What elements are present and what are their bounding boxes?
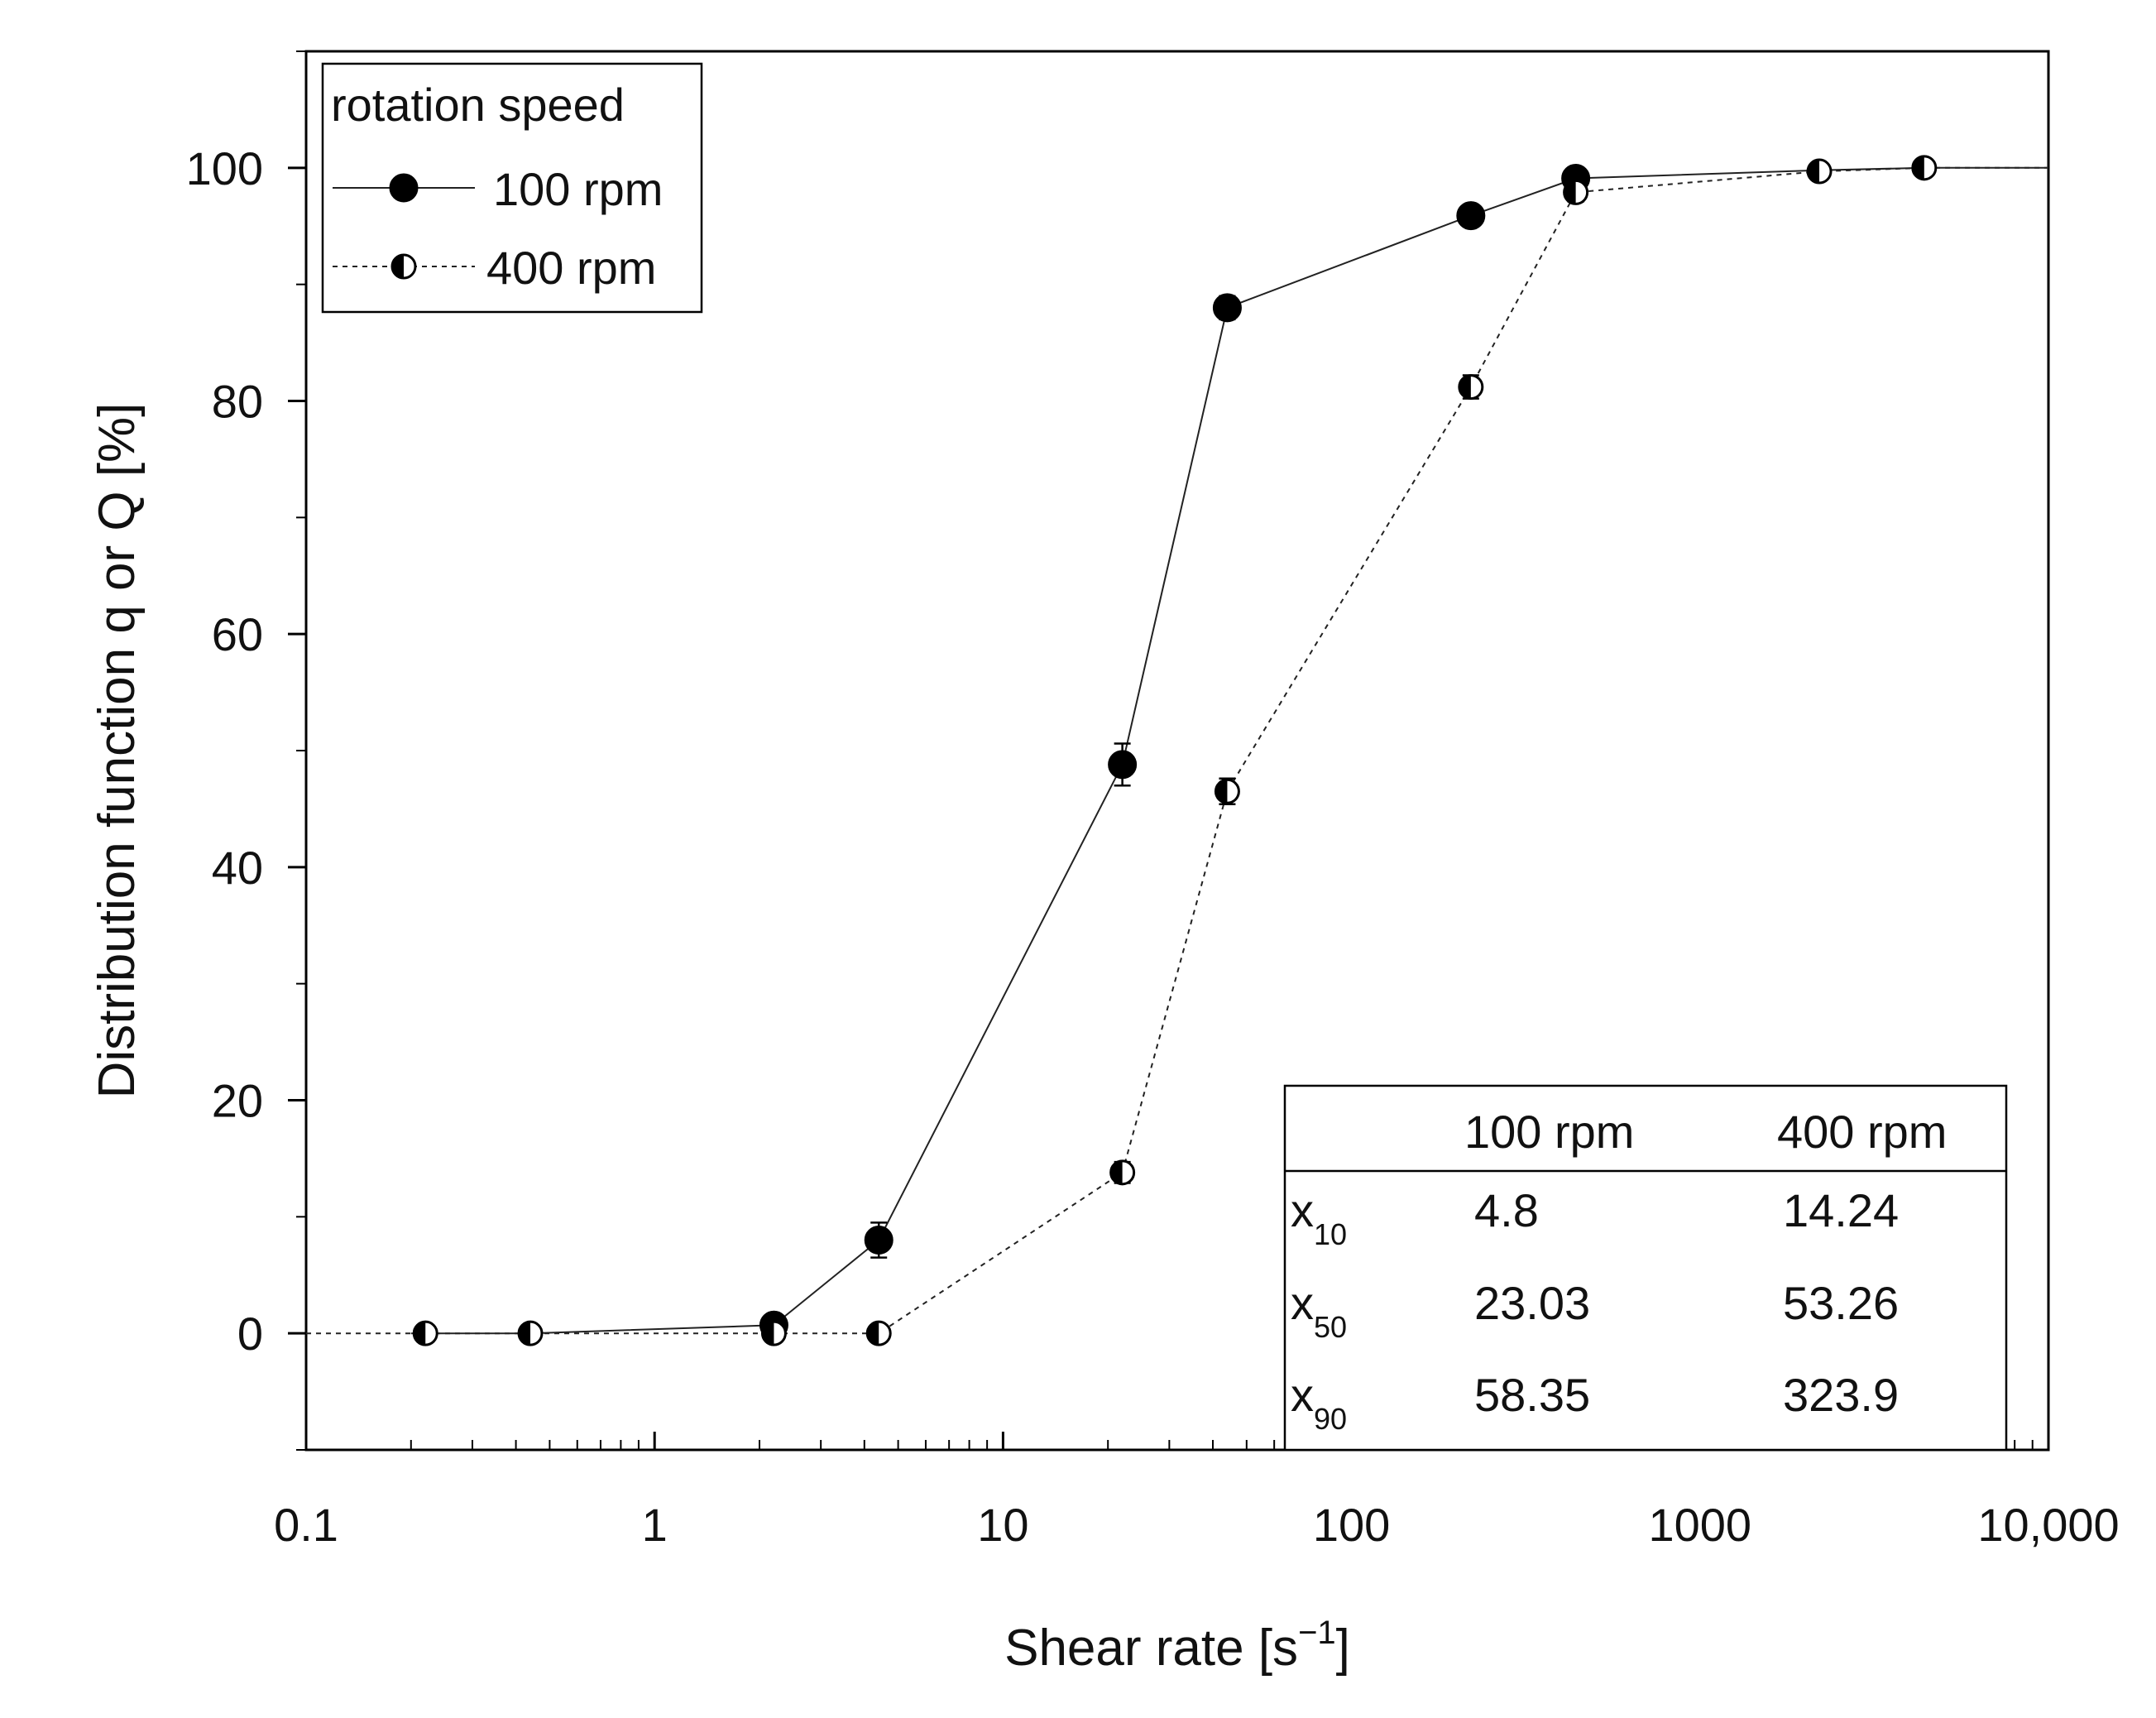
table-cell-x50-400rpm: 53.26 [1783, 1277, 1899, 1329]
legend: rotation speed 100 rpm 400 rpm [321, 62, 703, 314]
point-half-fill [414, 1322, 426, 1346]
stats-table: 100 rpm 400 rpm x10 4.8 14.24 x50 23.03 … [1283, 1084, 2008, 1452]
table-cell-x10-400rpm: 14.24 [1783, 1184, 1899, 1236]
x-axis-title-text: Shear rate [s [1004, 1620, 1298, 1677]
point-400rpm [517, 1320, 544, 1346]
x-tick-label: 10,000 [1977, 1499, 2119, 1551]
table-cell-x10-100rpm: 4.8 [1474, 1184, 1539, 1236]
stats-table-box [1283, 1084, 2008, 1452]
x-tick-labels: 0.1 1 10 100 1000 10,000 [274, 1499, 2120, 1551]
legend-title: rotation speed [331, 79, 625, 131]
point-400rpm [865, 1320, 892, 1346]
series-layer [306, 155, 2048, 1346]
point-half-fill [1912, 156, 1924, 180]
x-tick-label: 10 [977, 1499, 1028, 1551]
point-100rpm [1108, 750, 1138, 780]
point-400rpm [412, 1320, 438, 1346]
point-half-fill [1215, 780, 1228, 804]
point-half-fill [762, 1322, 774, 1346]
table-row-x90-label: x90 [1291, 1369, 1347, 1436]
x-tick-label: 1000 [1649, 1499, 1752, 1551]
point-half-fill [1564, 180, 1576, 204]
point-400rpm [1214, 778, 1240, 804]
legend-marker-100rpm [389, 173, 419, 203]
table-header-400rpm: 400 rpm [1777, 1106, 1947, 1158]
x-axis-title-sup: −1 [1298, 1615, 1336, 1651]
y-axis-title: Distribution function q or Q [%] [89, 403, 146, 1099]
point-400rpm [760, 1320, 787, 1346]
point-100rpm [1456, 201, 1486, 231]
x-tick-label: 100 [1313, 1499, 1390, 1551]
y-tick-label: 40 [212, 842, 263, 894]
x-axis-title-end: ] [1336, 1620, 1350, 1677]
legend-box [321, 62, 703, 314]
point-400rpm [1911, 155, 1938, 181]
legend-label-100rpm: 100 rpm [493, 163, 663, 215]
x-axis-title: Shear rate [s−1] [1004, 1615, 1350, 1677]
legend-label-400rpm: 400 rpm [486, 242, 656, 294]
y-tick-label: 60 [212, 608, 263, 660]
table-row-x50-label: x50 [1291, 1277, 1347, 1344]
table-row-x10-label: x10 [1291, 1184, 1347, 1251]
table-cell-x90-100rpm: 58.35 [1474, 1369, 1590, 1421]
x-tick-label: 1 [642, 1499, 668, 1551]
point-half-fill [1808, 160, 1820, 184]
y-tick-label: 100 [186, 142, 263, 194]
legend-marker-400rpm [390, 253, 417, 280]
y-tick-label: 0 [237, 1308, 263, 1360]
point-400rpm [1109, 1159, 1136, 1186]
point-100rpm [864, 1226, 894, 1255]
point-400rpm [1563, 179, 1589, 205]
table-cell-x50-100rpm: 23.03 [1474, 1277, 1590, 1329]
table-cell-x90-400rpm: 323.9 [1783, 1369, 1899, 1421]
table-header-100rpm: 100 rpm [1464, 1106, 1634, 1158]
point-100rpm [1212, 293, 1242, 323]
x-tick-label: 0.1 [274, 1499, 338, 1551]
series-line-400rpm [306, 166, 2048, 1335]
point-400rpm [1806, 158, 1833, 185]
point-half-fill [867, 1322, 879, 1346]
point-400rpm [1458, 374, 1484, 401]
point-half-fill [1459, 375, 1471, 399]
y-tick-label: 20 [212, 1075, 263, 1127]
y-tick-labels: 0 20 40 60 80 100 [186, 142, 263, 1360]
point-half-fill [519, 1322, 531, 1346]
y-tick-label: 80 [212, 376, 263, 428]
point-half-fill [1110, 1160, 1123, 1184]
